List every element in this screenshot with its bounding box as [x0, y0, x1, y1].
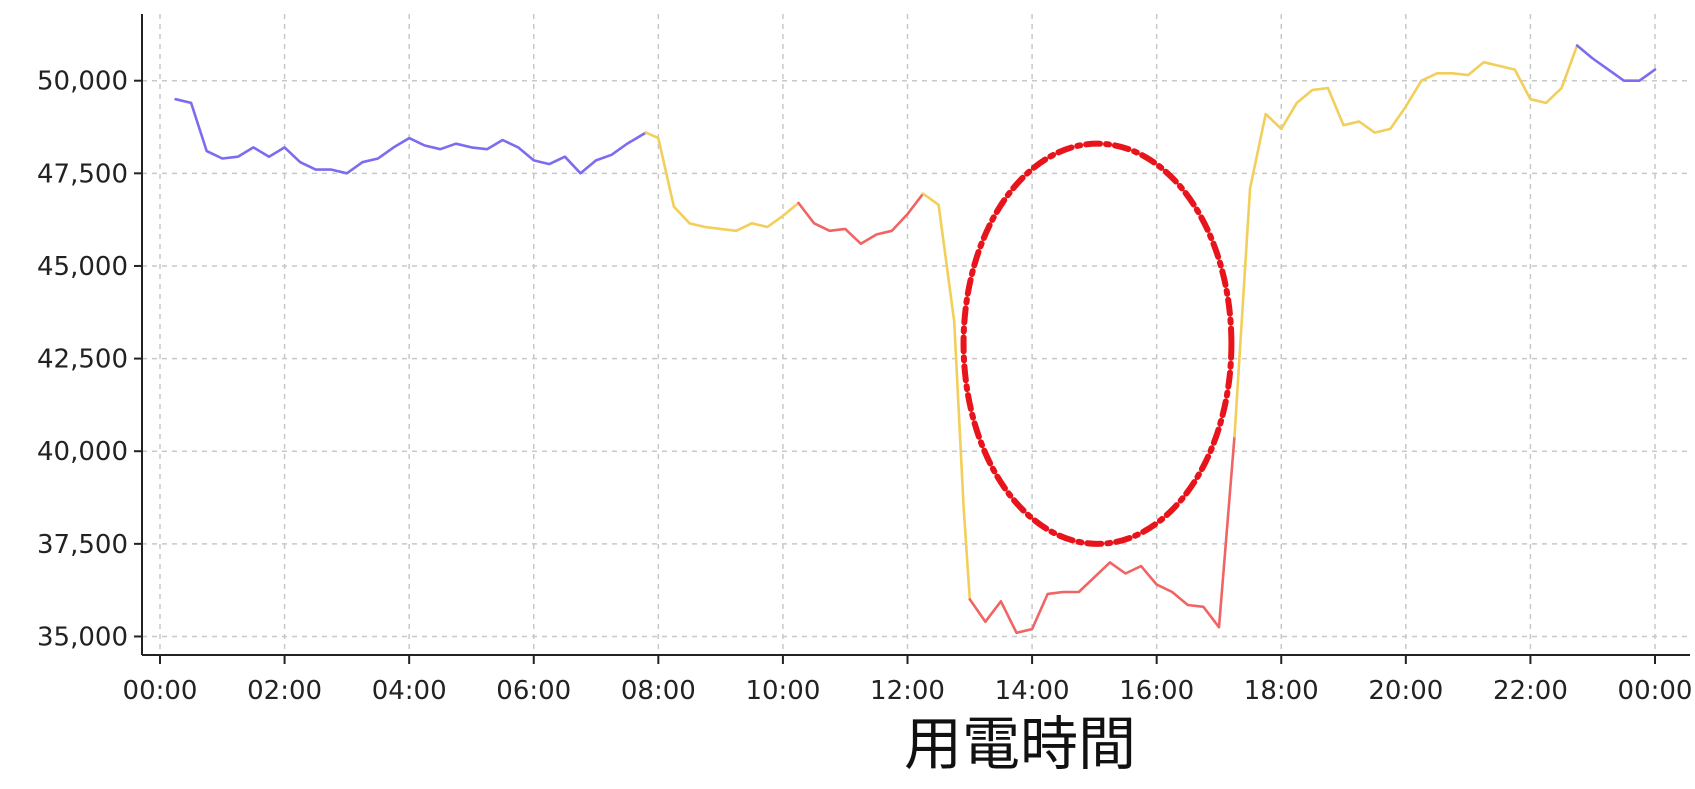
- y-tick-label: 47,500: [37, 159, 128, 189]
- y-tick-label: 40,000: [37, 437, 128, 467]
- series-line-mid-peak: [921, 192, 972, 601]
- x-tick-label: 00:00: [123, 676, 198, 706]
- tick-labels: 35,000 37,500 40,000 42,500 45,000 47,500 50,0…: [37, 67, 1692, 706]
- x-tick-label: 04:00: [372, 676, 447, 706]
- x-tick-label: 10:00: [745, 676, 820, 706]
- y-tick-label: 42,500: [37, 345, 128, 375]
- series-line-mid-peak: [644, 131, 800, 233]
- y-tick-label: 50,000: [37, 67, 128, 97]
- y-tick-label: 45,000: [37, 252, 128, 282]
- series-line-mid-peak: [1233, 44, 1579, 438]
- series-lines: [174, 44, 1657, 635]
- x-tick-label: 16:00: [1119, 676, 1194, 706]
- series-line-off-peak: [174, 97, 648, 175]
- x-axis-title: 用電時間: [904, 710, 1136, 778]
- x-tick-label: 18:00: [1244, 676, 1319, 706]
- x-tick-label: 06:00: [496, 676, 571, 706]
- x-tick-label: 00:00: [1618, 676, 1693, 706]
- y-tick-label: 35,000: [37, 622, 128, 652]
- series-line-off-peak: [1575, 44, 1657, 82]
- x-tick-label: 12:00: [870, 676, 945, 706]
- series-line-peak: [797, 192, 925, 245]
- x-tick-label: 14:00: [995, 676, 1070, 706]
- x-tick-label: 20:00: [1368, 676, 1443, 706]
- axes: [134, 14, 1690, 664]
- y-tick-label: 37,500: [37, 530, 128, 560]
- grid-lines: [142, 14, 1690, 655]
- x-tick-label: 08:00: [621, 676, 696, 706]
- x-tick-label: 22:00: [1493, 676, 1568, 706]
- annotation: [960, 140, 1235, 547]
- series-line-peak: [968, 435, 1236, 635]
- highlight-ellipse: [960, 140, 1235, 547]
- x-tick-label: 02:00: [247, 676, 322, 706]
